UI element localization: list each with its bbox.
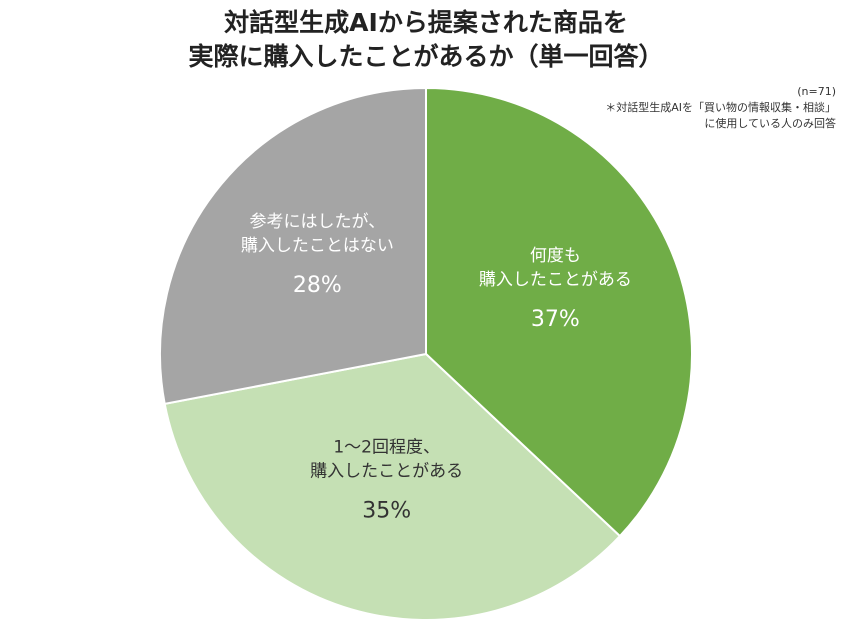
- pie-labels: 何度も購入したことがある37%1～2回程度、購入したことがある35%参考にはした…: [241, 212, 632, 523]
- note: に使用している人のみ回答: [704, 116, 836, 130]
- note: ＊対話型生成AIを「買い物の情報収集・相談」: [605, 100, 836, 114]
- chart-title: 実際に購入したことがあるか（単一回答）: [188, 42, 663, 71]
- slice-label: 購入したことがある: [310, 461, 463, 481]
- slice-label: 参考にはしたが、: [250, 212, 386, 232]
- slice-label: 1～2回程度、: [333, 437, 440, 457]
- pie: [159, 86, 693, 621]
- value-label: 37%: [531, 307, 580, 332]
- slice-label: 購入したことがある: [479, 270, 632, 290]
- pie-slice: [159, 86, 427, 406]
- pie-slice: [425, 86, 693, 538]
- note: (n=71): [797, 85, 836, 98]
- chart-title: 対話型生成AIから提案された商品を: [224, 8, 628, 37]
- value-label: 28%: [293, 273, 342, 298]
- pie-slice: [163, 352, 622, 621]
- slice-label: 何度も: [530, 246, 581, 266]
- value-label: 35%: [362, 498, 411, 523]
- slice-label: 購入したことはない: [241, 236, 394, 256]
